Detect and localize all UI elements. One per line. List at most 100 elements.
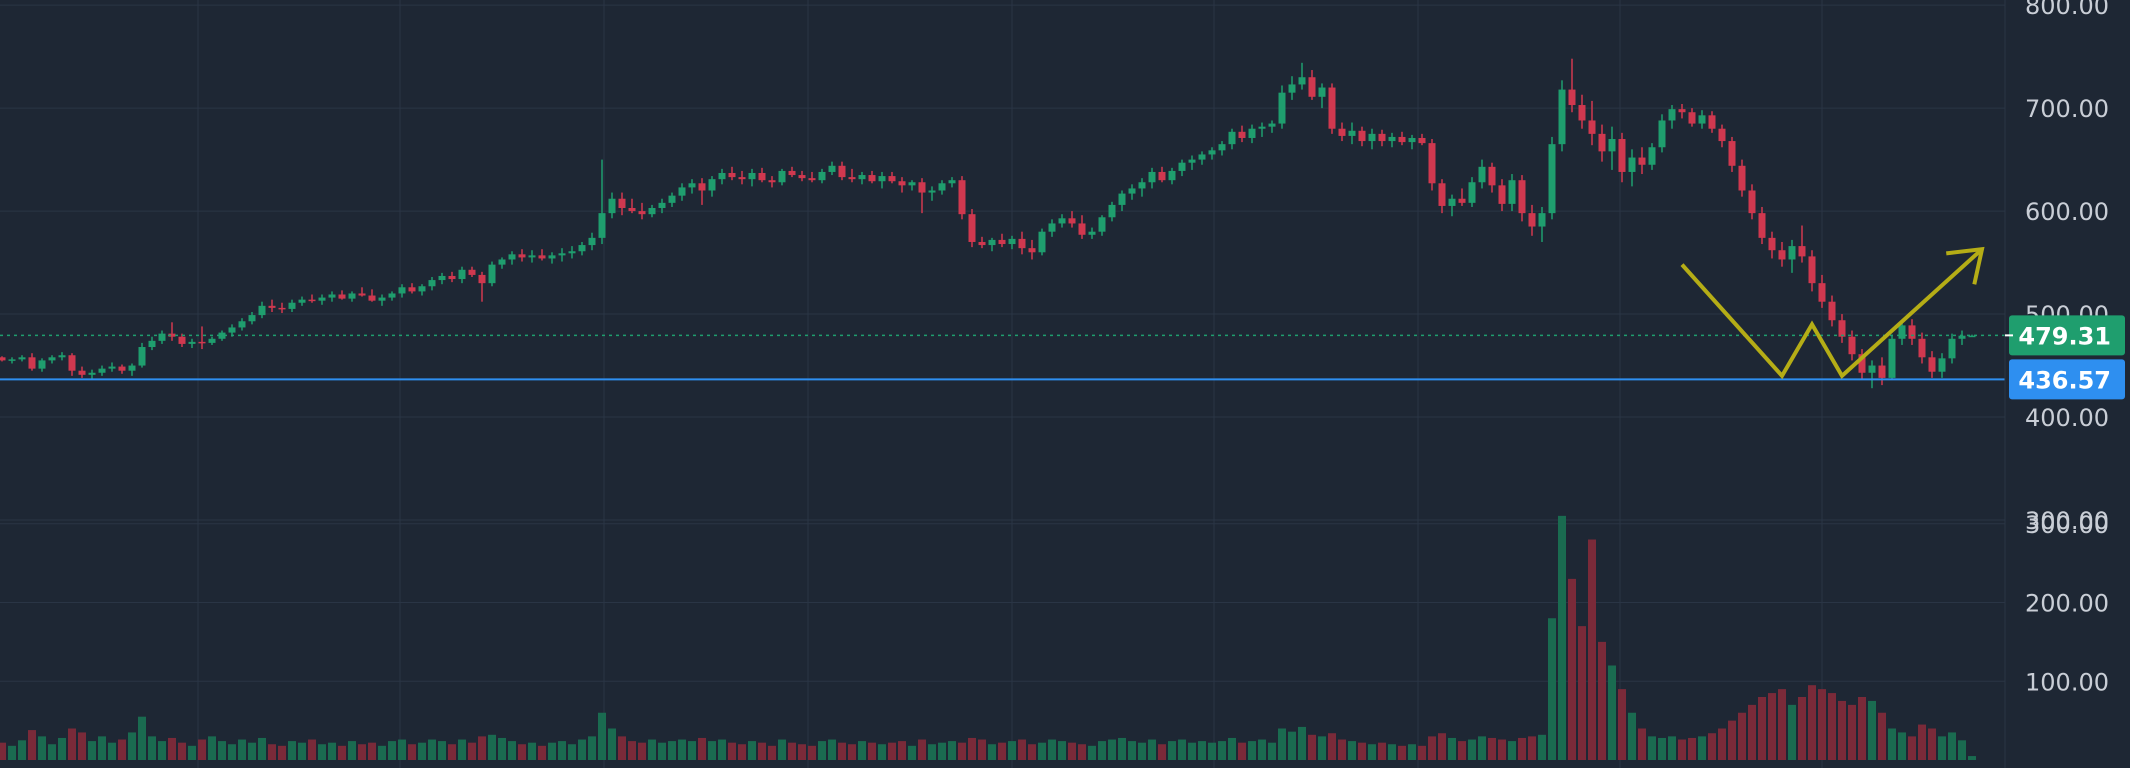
candle-body	[958, 180, 966, 215]
candle-body	[18, 357, 26, 360]
candle-body	[768, 180, 776, 183]
candle-body	[578, 245, 586, 252]
volume-bar	[608, 728, 616, 760]
candle-body	[1738, 165, 1746, 191]
candle-body	[168, 333, 176, 337]
candle-body	[1918, 338, 1926, 358]
candle-body	[1538, 213, 1546, 227]
volume-bar	[1228, 737, 1236, 760]
support-price-label: 436.57	[2018, 366, 2111, 394]
volume-bar	[538, 745, 546, 760]
volume-bar	[1458, 741, 1466, 760]
volume-bar	[0, 742, 6, 760]
candle-body	[1328, 87, 1336, 129]
candle-body	[1148, 171, 1156, 183]
candle-body	[1118, 193, 1126, 205]
volume-bar	[1848, 704, 1856, 760]
volume-bar	[718, 739, 726, 760]
volume-bar	[228, 744, 236, 760]
candle-body	[408, 287, 416, 292]
volume-tick-label: 300.00	[2025, 511, 2109, 539]
candle-body	[1618, 139, 1626, 172]
candle-body	[518, 254, 526, 258]
support-price-tag-bg	[2009, 359, 2125, 400]
volume-bar	[1348, 741, 1356, 760]
volume-bar	[1258, 739, 1266, 760]
candle-body	[1778, 250, 1786, 260]
volume-bar	[1278, 728, 1286, 760]
volume-bar	[1488, 737, 1496, 760]
volume-bar	[838, 742, 846, 760]
candle-body	[528, 255, 536, 258]
candle-body	[48, 357, 56, 361]
candle-body	[398, 287, 406, 294]
volume-bar	[1418, 745, 1426, 760]
volume-bar	[1068, 742, 1076, 760]
candle-body	[968, 214, 976, 242]
volume-bar	[678, 739, 686, 760]
volume-bar	[208, 736, 216, 760]
volume-bar	[1208, 742, 1216, 760]
candle-body	[1968, 335, 1976, 338]
candle-body	[738, 177, 746, 180]
volume-bar	[1778, 689, 1786, 760]
price-tick-label: 700.00	[2025, 95, 2109, 123]
volume-bar	[98, 736, 106, 760]
candle-body	[1888, 338, 1896, 378]
candle-body	[618, 198, 626, 208]
volume-bar	[258, 737, 266, 760]
candle-body	[1898, 325, 1906, 339]
candle-body	[138, 347, 146, 366]
candle-body	[1058, 218, 1066, 224]
volume-bar	[458, 739, 466, 760]
candle-body	[1678, 109, 1686, 113]
volume-bar	[1628, 712, 1636, 760]
candle-body	[388, 293, 396, 298]
candle-body	[1048, 223, 1056, 232]
candle-body	[1608, 139, 1616, 152]
candle-body	[468, 269, 476, 275]
candle-body	[1448, 198, 1456, 206]
volume-bar	[888, 742, 896, 760]
candle-body	[848, 177, 856, 180]
candle-body	[1878, 365, 1886, 378]
volume-bar	[398, 739, 406, 760]
volume-bar	[1768, 693, 1776, 760]
volume-bar	[448, 744, 456, 760]
volume-bar	[1248, 741, 1256, 760]
forecast-drawing[interactable]	[1680, 246, 1985, 380]
volume-bar	[168, 737, 176, 760]
volume-bar	[1578, 626, 1586, 760]
candle-body	[1068, 218, 1076, 224]
volume-bar	[1688, 737, 1696, 760]
candle-body	[288, 302, 296, 309]
volume-bar	[1468, 739, 1476, 760]
volume-bar	[418, 742, 426, 760]
volume-bar	[1828, 693, 1836, 760]
candle-body	[1568, 89, 1576, 106]
volume-bar	[1428, 736, 1436, 760]
volume-bar	[128, 732, 136, 760]
volume-bar	[868, 742, 876, 760]
volume-bar	[1898, 732, 1906, 760]
candle-body	[798, 175, 806, 179]
volume-bar	[1758, 697, 1766, 760]
candle-body	[718, 172, 726, 180]
volume-bar	[1818, 689, 1826, 760]
candle-body	[1298, 77, 1306, 85]
volume-bar	[548, 742, 556, 760]
candle-body	[1868, 365, 1876, 373]
candle-body	[1428, 143, 1436, 184]
volume-bar	[1528, 736, 1536, 760]
candle-body	[1748, 190, 1756, 214]
volume-bar	[898, 741, 906, 760]
volume-bar	[278, 745, 286, 760]
volume-bar	[1378, 742, 1386, 760]
candle-body	[1818, 283, 1826, 302]
candle-body	[328, 294, 336, 298]
candle-body	[938, 183, 946, 191]
volume-bar	[758, 742, 766, 760]
volume-bar	[1698, 736, 1706, 760]
